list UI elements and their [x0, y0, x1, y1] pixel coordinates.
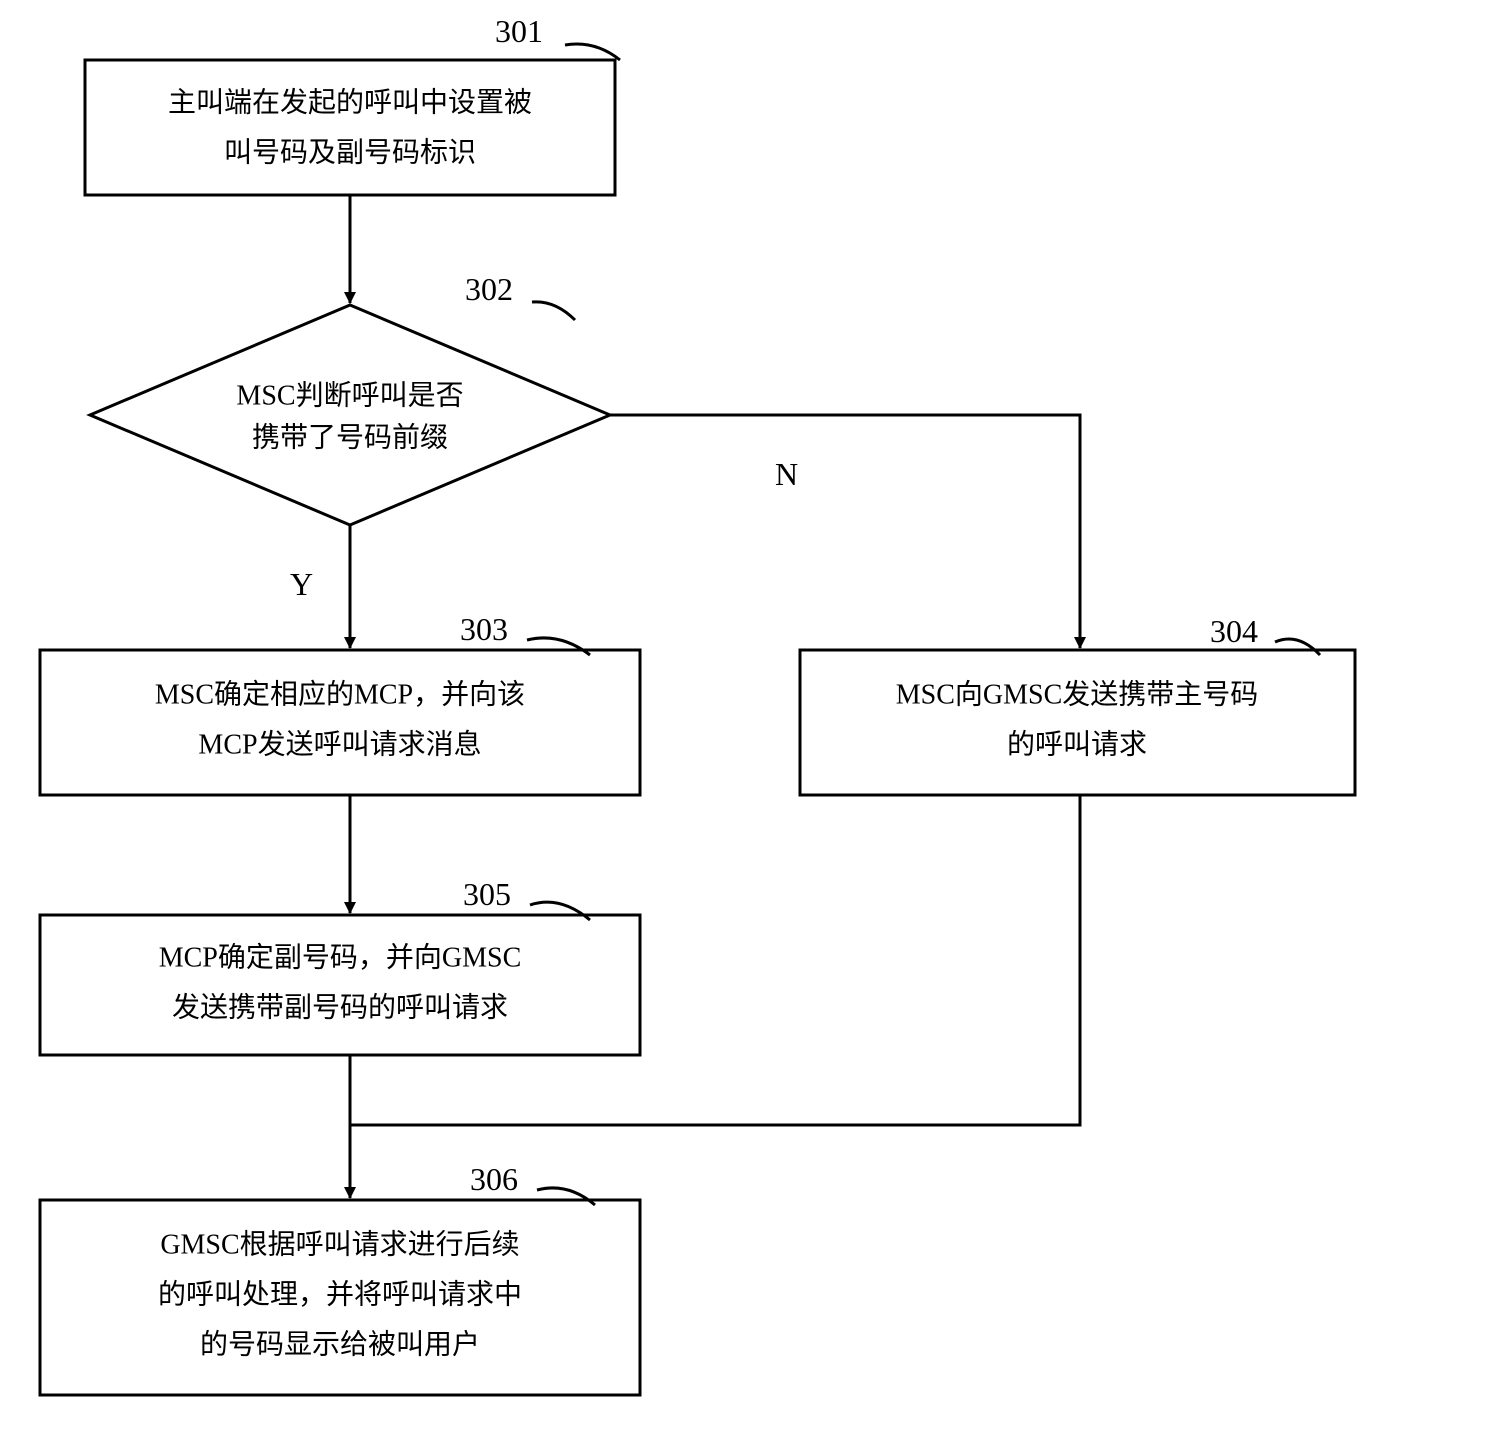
node-306-line2: 的呼叫处理，并将呼叫请求中: [158, 1278, 522, 1310]
node-303-line2: MCP发送呼叫请求消息: [198, 728, 481, 760]
node-304-line1: MSC向GMSC发送携带主号码: [896, 678, 1259, 710]
node-301-line2: 叫号码及副号码标识: [224, 136, 476, 168]
node-302-line2: 携带了号码前缀: [252, 421, 448, 453]
node-305-line2: 发送携带副号码的呼叫请求: [172, 991, 508, 1023]
node-306-line3: 的号码显示给被叫用户: [200, 1328, 480, 1360]
flowchart-canvas: Y N 主叫端在发起的呼叫中设置被 叫号码及副号码标识 301 MSC判断呼叫是…: [0, 0, 1490, 1435]
node-302-line1: MSC判断呼叫是否: [236, 379, 463, 411]
label-306: 306: [470, 1161, 518, 1197]
node-301-line1: 主叫端在发起的呼叫中设置被: [168, 86, 532, 118]
label-304: 304: [1210, 613, 1258, 649]
node-303-line1: MSC确定相应的MCP，并向该: [155, 678, 525, 710]
label-303: 303: [460, 611, 508, 647]
edge-302-304: [610, 415, 1080, 648]
label-yes: Y: [290, 566, 313, 602]
label-no: N: [775, 456, 798, 492]
node-305-line1: MCP确定副号码，并向GMSC: [159, 941, 522, 973]
node-303: MSC确定相应的MCP，并向该 MCP发送呼叫请求消息 303: [40, 611, 640, 795]
node-304-line2: 的呼叫请求: [1007, 728, 1147, 760]
node-304: MSC向GMSC发送携带主号码 的呼叫请求 304: [800, 613, 1355, 795]
node-306: GMSC根据呼叫请求进行后续 的呼叫处理，并将呼叫请求中 的号码显示给被叫用户 …: [40, 1161, 640, 1395]
node-301: 主叫端在发起的呼叫中设置被 叫号码及副号码标识 301: [85, 13, 620, 195]
node-302: MSC判断呼叫是否 携带了号码前缀 302: [90, 271, 610, 525]
label-301: 301: [495, 13, 543, 49]
label-305: 305: [463, 876, 511, 912]
label-302: 302: [465, 271, 513, 307]
node-306-line1: GMSC根据呼叫请求进行后续: [160, 1228, 519, 1260]
node-305: MCP确定副号码，并向GMSC 发送携带副号码的呼叫请求 305: [40, 876, 640, 1055]
